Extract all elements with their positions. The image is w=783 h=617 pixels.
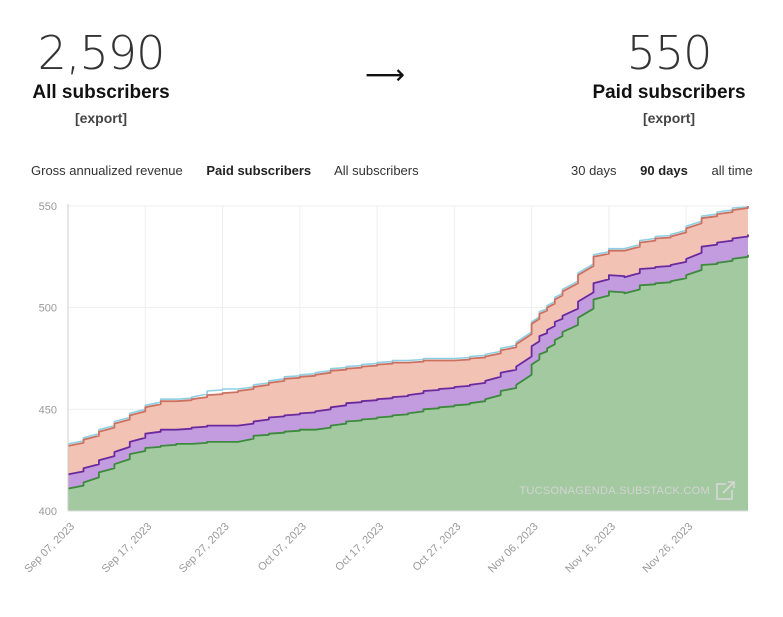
all-subscribers-export-link[interactable]: [export]: [74, 110, 128, 126]
watermark-text: TUCSONAGENDA.SUBSTACK.COM: [519, 485, 710, 497]
x-tick-label-7: Nov 16, 2023: [563, 521, 618, 576]
line-red: [67, 206, 749, 447]
x-tick-label-4: Oct 17, 2023: [333, 521, 386, 574]
line-base: [67, 254, 749, 490]
metric-tabs: Gross annualized revenue Paid subscriber…: [31, 163, 439, 178]
chart-areas: [67, 206, 749, 512]
arrow-right-icon: ⟶: [365, 58, 406, 91]
y-axis: 400 450 500 550: [39, 201, 69, 518]
tab-paid-subscribers[interactable]: Paid subscribers: [206, 163, 312, 178]
x-tick-label-2: Sep 27, 2023: [177, 521, 232, 576]
external-link-icon: [716, 481, 735, 500]
x-tick-label-5: Oct 27, 2023: [410, 521, 463, 574]
all-subscribers-label: All subscribers: [32, 82, 170, 103]
paid-subscribers-label: Paid subscribers: [592, 82, 746, 103]
line-purple: [67, 234, 749, 476]
x-axis: Sep 07, 2023 Sep 17, 2023 Sep 27, 2023 Oct …: [22, 510, 748, 576]
x-tick-label-8: Nov 26, 2023: [641, 521, 696, 576]
tab-gross-annualized-revenue[interactable]: Gross annualized revenue: [31, 163, 183, 178]
tab-all-subscribers[interactable]: All subscribers: [334, 163, 419, 178]
x-tick-label-6: Nov 06, 2023: [486, 521, 541, 576]
x-tick-label-1: Sep 17, 2023: [100, 521, 155, 576]
x-tick-label-0: Sep 07, 2023: [22, 521, 77, 576]
y-tick-label-500: 500: [39, 303, 57, 315]
range-tabs: 30 days 90 days all time: [571, 163, 753, 178]
x-tick-label-3: Oct 07, 2023: [256, 521, 309, 574]
tab-90-days[interactable]: 90 days: [640, 163, 688, 178]
all-subscribers-count: 2,590: [37, 26, 166, 80]
watermark: TUCSONAGENDA.SUBSTACK.COM: [519, 481, 735, 500]
all-subscribers-stat: 2,590 All subscribers [export]: [20, 30, 182, 126]
y-tick-label-450: 450: [39, 404, 57, 416]
paid-subscribers-stat: 550 Paid subscribers [export]: [590, 30, 748, 126]
paid-subscribers-export-link[interactable]: [export]: [642, 110, 696, 126]
tab-all-time[interactable]: all time: [711, 163, 753, 178]
y-tick-label-400: 400: [39, 506, 57, 518]
tab-30-days[interactable]: 30 days: [571, 163, 617, 178]
y-tick-label-550: 550: [39, 201, 57, 213]
paid-subscribers-count: 550: [626, 26, 713, 80]
